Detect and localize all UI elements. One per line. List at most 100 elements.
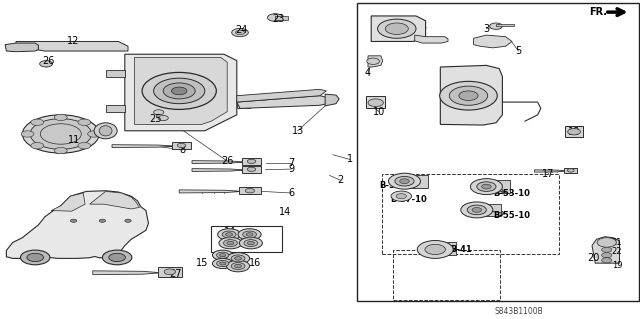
Text: 20: 20	[588, 253, 600, 263]
Polygon shape	[592, 237, 620, 263]
Circle shape	[391, 191, 412, 201]
Text: 9: 9	[288, 164, 294, 174]
Circle shape	[567, 169, 574, 172]
Circle shape	[440, 81, 497, 110]
Text: 16: 16	[248, 258, 261, 268]
Circle shape	[417, 241, 453, 258]
Text: 2: 2	[337, 175, 344, 185]
Polygon shape	[134, 57, 227, 124]
Circle shape	[236, 30, 244, 35]
Text: 27: 27	[170, 269, 182, 279]
Circle shape	[239, 237, 262, 249]
Text: 4: 4	[365, 68, 371, 78]
Circle shape	[232, 28, 248, 37]
Circle shape	[78, 119, 91, 125]
Circle shape	[22, 115, 99, 153]
Circle shape	[459, 91, 478, 100]
Circle shape	[54, 147, 67, 154]
Circle shape	[20, 250, 50, 265]
Polygon shape	[172, 142, 191, 149]
Bar	[211, 226, 282, 252]
Text: 17: 17	[542, 169, 555, 179]
Circle shape	[368, 99, 383, 107]
Circle shape	[223, 240, 237, 247]
Circle shape	[396, 194, 406, 199]
Circle shape	[109, 253, 125, 262]
Circle shape	[597, 238, 616, 247]
Circle shape	[490, 23, 502, 29]
Circle shape	[470, 179, 502, 195]
Text: 22: 22	[611, 247, 621, 256]
Circle shape	[467, 205, 486, 215]
Circle shape	[125, 219, 131, 222]
Circle shape	[425, 244, 445, 255]
Text: 3: 3	[483, 24, 490, 34]
Circle shape	[245, 188, 255, 193]
Polygon shape	[90, 191, 140, 209]
Circle shape	[102, 250, 132, 265]
Circle shape	[247, 167, 256, 171]
Polygon shape	[237, 89, 326, 102]
Bar	[434, 242, 456, 255]
Text: 8: 8	[179, 145, 186, 155]
Bar	[404, 175, 429, 188]
Circle shape	[461, 202, 493, 218]
Text: 26: 26	[221, 156, 234, 166]
Text: 14: 14	[224, 227, 237, 237]
Circle shape	[78, 143, 91, 149]
Circle shape	[154, 78, 205, 104]
Circle shape	[88, 131, 100, 137]
Text: 10: 10	[372, 107, 385, 117]
Circle shape	[219, 237, 242, 249]
Polygon shape	[474, 35, 512, 48]
Circle shape	[212, 258, 233, 269]
Bar	[275, 16, 288, 20]
Bar	[366, 96, 385, 108]
Polygon shape	[5, 43, 38, 52]
Circle shape	[212, 250, 233, 260]
Circle shape	[177, 143, 186, 147]
Polygon shape	[16, 41, 128, 51]
Text: B-41: B-41	[450, 245, 472, 254]
Polygon shape	[239, 187, 261, 195]
Ellipse shape	[99, 126, 112, 136]
Circle shape	[163, 83, 195, 99]
Text: 25: 25	[149, 114, 162, 124]
Polygon shape	[440, 65, 502, 125]
Text: 13: 13	[291, 126, 304, 136]
Circle shape	[481, 184, 492, 189]
Text: 4: 4	[381, 27, 387, 37]
Polygon shape	[325, 94, 339, 106]
Text: 14: 14	[278, 207, 291, 217]
Circle shape	[218, 229, 241, 240]
Circle shape	[220, 254, 226, 257]
Polygon shape	[368, 56, 383, 67]
Polygon shape	[106, 70, 125, 77]
Polygon shape	[106, 105, 125, 112]
Polygon shape	[6, 191, 148, 258]
Text: B-55-10: B-55-10	[380, 181, 417, 190]
Bar	[357, 3, 639, 301]
Polygon shape	[179, 190, 241, 193]
Circle shape	[247, 159, 256, 163]
Bar	[393, 250, 500, 300]
Polygon shape	[371, 16, 426, 41]
Text: 23: 23	[272, 14, 285, 24]
Circle shape	[244, 240, 258, 247]
Polygon shape	[534, 170, 565, 172]
Polygon shape	[237, 96, 326, 108]
Circle shape	[238, 229, 261, 240]
Circle shape	[99, 219, 106, 222]
Text: B-53-10: B-53-10	[493, 189, 531, 198]
Text: 7: 7	[288, 158, 294, 168]
Polygon shape	[112, 145, 173, 147]
Circle shape	[27, 253, 44, 262]
Circle shape	[602, 258, 612, 263]
Circle shape	[54, 114, 67, 121]
Circle shape	[227, 253, 250, 264]
Text: 6: 6	[288, 188, 294, 198]
Polygon shape	[242, 166, 261, 173]
Text: 24: 24	[235, 25, 248, 35]
Circle shape	[477, 182, 496, 191]
Text: 15: 15	[196, 258, 209, 268]
